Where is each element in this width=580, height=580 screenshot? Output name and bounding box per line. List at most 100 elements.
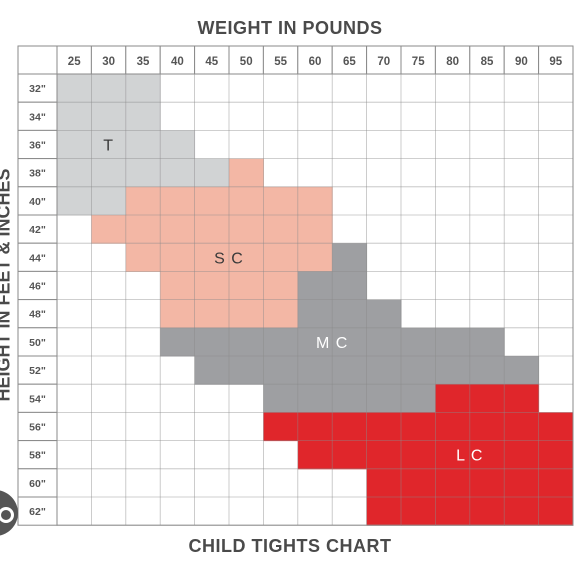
- row-header-cell: [17, 299, 58, 329]
- size-cell: [57, 130, 92, 160]
- size-cell: [469, 356, 505, 385]
- lens-icon[interactable]: [0, 490, 18, 536]
- size-cell: [401, 384, 436, 413]
- size-cell: [469, 327, 505, 357]
- column-header-cell: [434, 45, 471, 75]
- x-tick-label: 90: [515, 56, 528, 68]
- x-tick-label: 45: [205, 56, 218, 68]
- size-cell: [229, 327, 264, 357]
- size-label: S C: [214, 250, 244, 267]
- column-header-cell: [400, 45, 436, 75]
- size-cell: [504, 384, 540, 413]
- corner-header-cell: [17, 45, 58, 75]
- size-cell: [229, 299, 264, 329]
- size-cell: [160, 186, 196, 216]
- size-cell: [229, 215, 264, 244]
- y-tick-label: 32": [29, 83, 46, 95]
- row-header-cell: [17, 355, 58, 385]
- size-cell: [435, 356, 471, 385]
- y-tick-label: 38": [29, 168, 46, 180]
- size-cell: [435, 497, 471, 526]
- size-cell: [160, 130, 196, 160]
- size-cell: [435, 440, 471, 470]
- size-cell: [160, 158, 196, 188]
- size-cell: [401, 468, 436, 498]
- size-cell: [401, 440, 436, 470]
- x-tick-label: 65: [343, 56, 356, 68]
- size-cell: [263, 384, 299, 413]
- size-cell: [125, 243, 161, 272]
- size-cell: [332, 243, 368, 272]
- size-cell: [263, 299, 299, 329]
- column-header-cell: [331, 45, 368, 75]
- row-header-cell: [17, 440, 58, 470]
- size-cell: [504, 440, 540, 470]
- size-cell: [194, 243, 230, 272]
- y-tick-label: 50": [29, 337, 46, 349]
- y-tick-label: 34": [29, 111, 46, 123]
- size-cell: [57, 158, 92, 188]
- size-cell: [366, 468, 402, 498]
- size-cell: [160, 271, 196, 301]
- size-cell: [229, 243, 264, 272]
- y-tick-label: 36": [29, 140, 46, 152]
- size-cell: [263, 271, 299, 301]
- row-header-cell: [17, 411, 58, 442]
- size-region: [91, 158, 333, 329]
- size-cell: [435, 327, 471, 357]
- size-cell: [263, 243, 299, 272]
- size-cell: [332, 271, 368, 301]
- y-tick-label: 42": [29, 224, 46, 236]
- x-tick-label: 70: [377, 56, 390, 68]
- size-cell: [194, 327, 230, 357]
- size-cell: [194, 299, 230, 329]
- size-cell: [229, 271, 264, 301]
- x-tick-label: 75: [412, 56, 425, 68]
- size-cell: [366, 356, 402, 385]
- size-cell: [125, 74, 161, 103]
- size-cell: [229, 356, 264, 385]
- column-header-cell: [56, 45, 92, 75]
- y-tick-label: 62": [29, 506, 46, 518]
- size-cell: [538, 412, 574, 442]
- size-cell: [469, 440, 505, 470]
- size-region: [160, 243, 540, 413]
- y-tick-label: 40": [29, 196, 46, 208]
- size-cell: [401, 497, 436, 526]
- size-region: [57, 74, 230, 216]
- size-cell: [332, 412, 368, 442]
- size-cell: [57, 102, 92, 131]
- x-tick-label: 30: [102, 56, 115, 68]
- size-cell: [332, 384, 368, 413]
- y-tick-label: 54": [29, 393, 46, 405]
- size-cell: [263, 327, 299, 357]
- x-tick-label: 55: [274, 56, 287, 68]
- size-cell: [538, 440, 574, 470]
- size-cell: [297, 327, 333, 357]
- size-cell: [297, 356, 333, 385]
- size-cell: [435, 468, 471, 498]
- x-tick-label: 35: [137, 56, 150, 68]
- size-cell: [194, 271, 230, 301]
- size-cell: [366, 327, 402, 357]
- x-tick-label: 80: [446, 56, 459, 68]
- size-label: T: [103, 138, 114, 155]
- size-cell: [91, 215, 127, 244]
- y-tick-label: 44": [29, 252, 46, 264]
- size-cell: [332, 299, 368, 329]
- size-cell: [366, 299, 402, 329]
- x-tick-label: 85: [481, 56, 494, 68]
- size-cell: [194, 215, 230, 244]
- size-cell: [366, 440, 402, 470]
- size-cell: [125, 215, 161, 244]
- size-cell: [91, 130, 127, 160]
- size-cell: [297, 299, 333, 329]
- size-cell: [263, 356, 299, 385]
- size-cell: [332, 356, 368, 385]
- size-cell: [297, 215, 333, 244]
- size-cell: [401, 356, 436, 385]
- size-cell: [366, 412, 402, 442]
- size-cell: [160, 327, 196, 357]
- chart-footer-title: CHILD TIGHTS CHART: [188, 536, 392, 556]
